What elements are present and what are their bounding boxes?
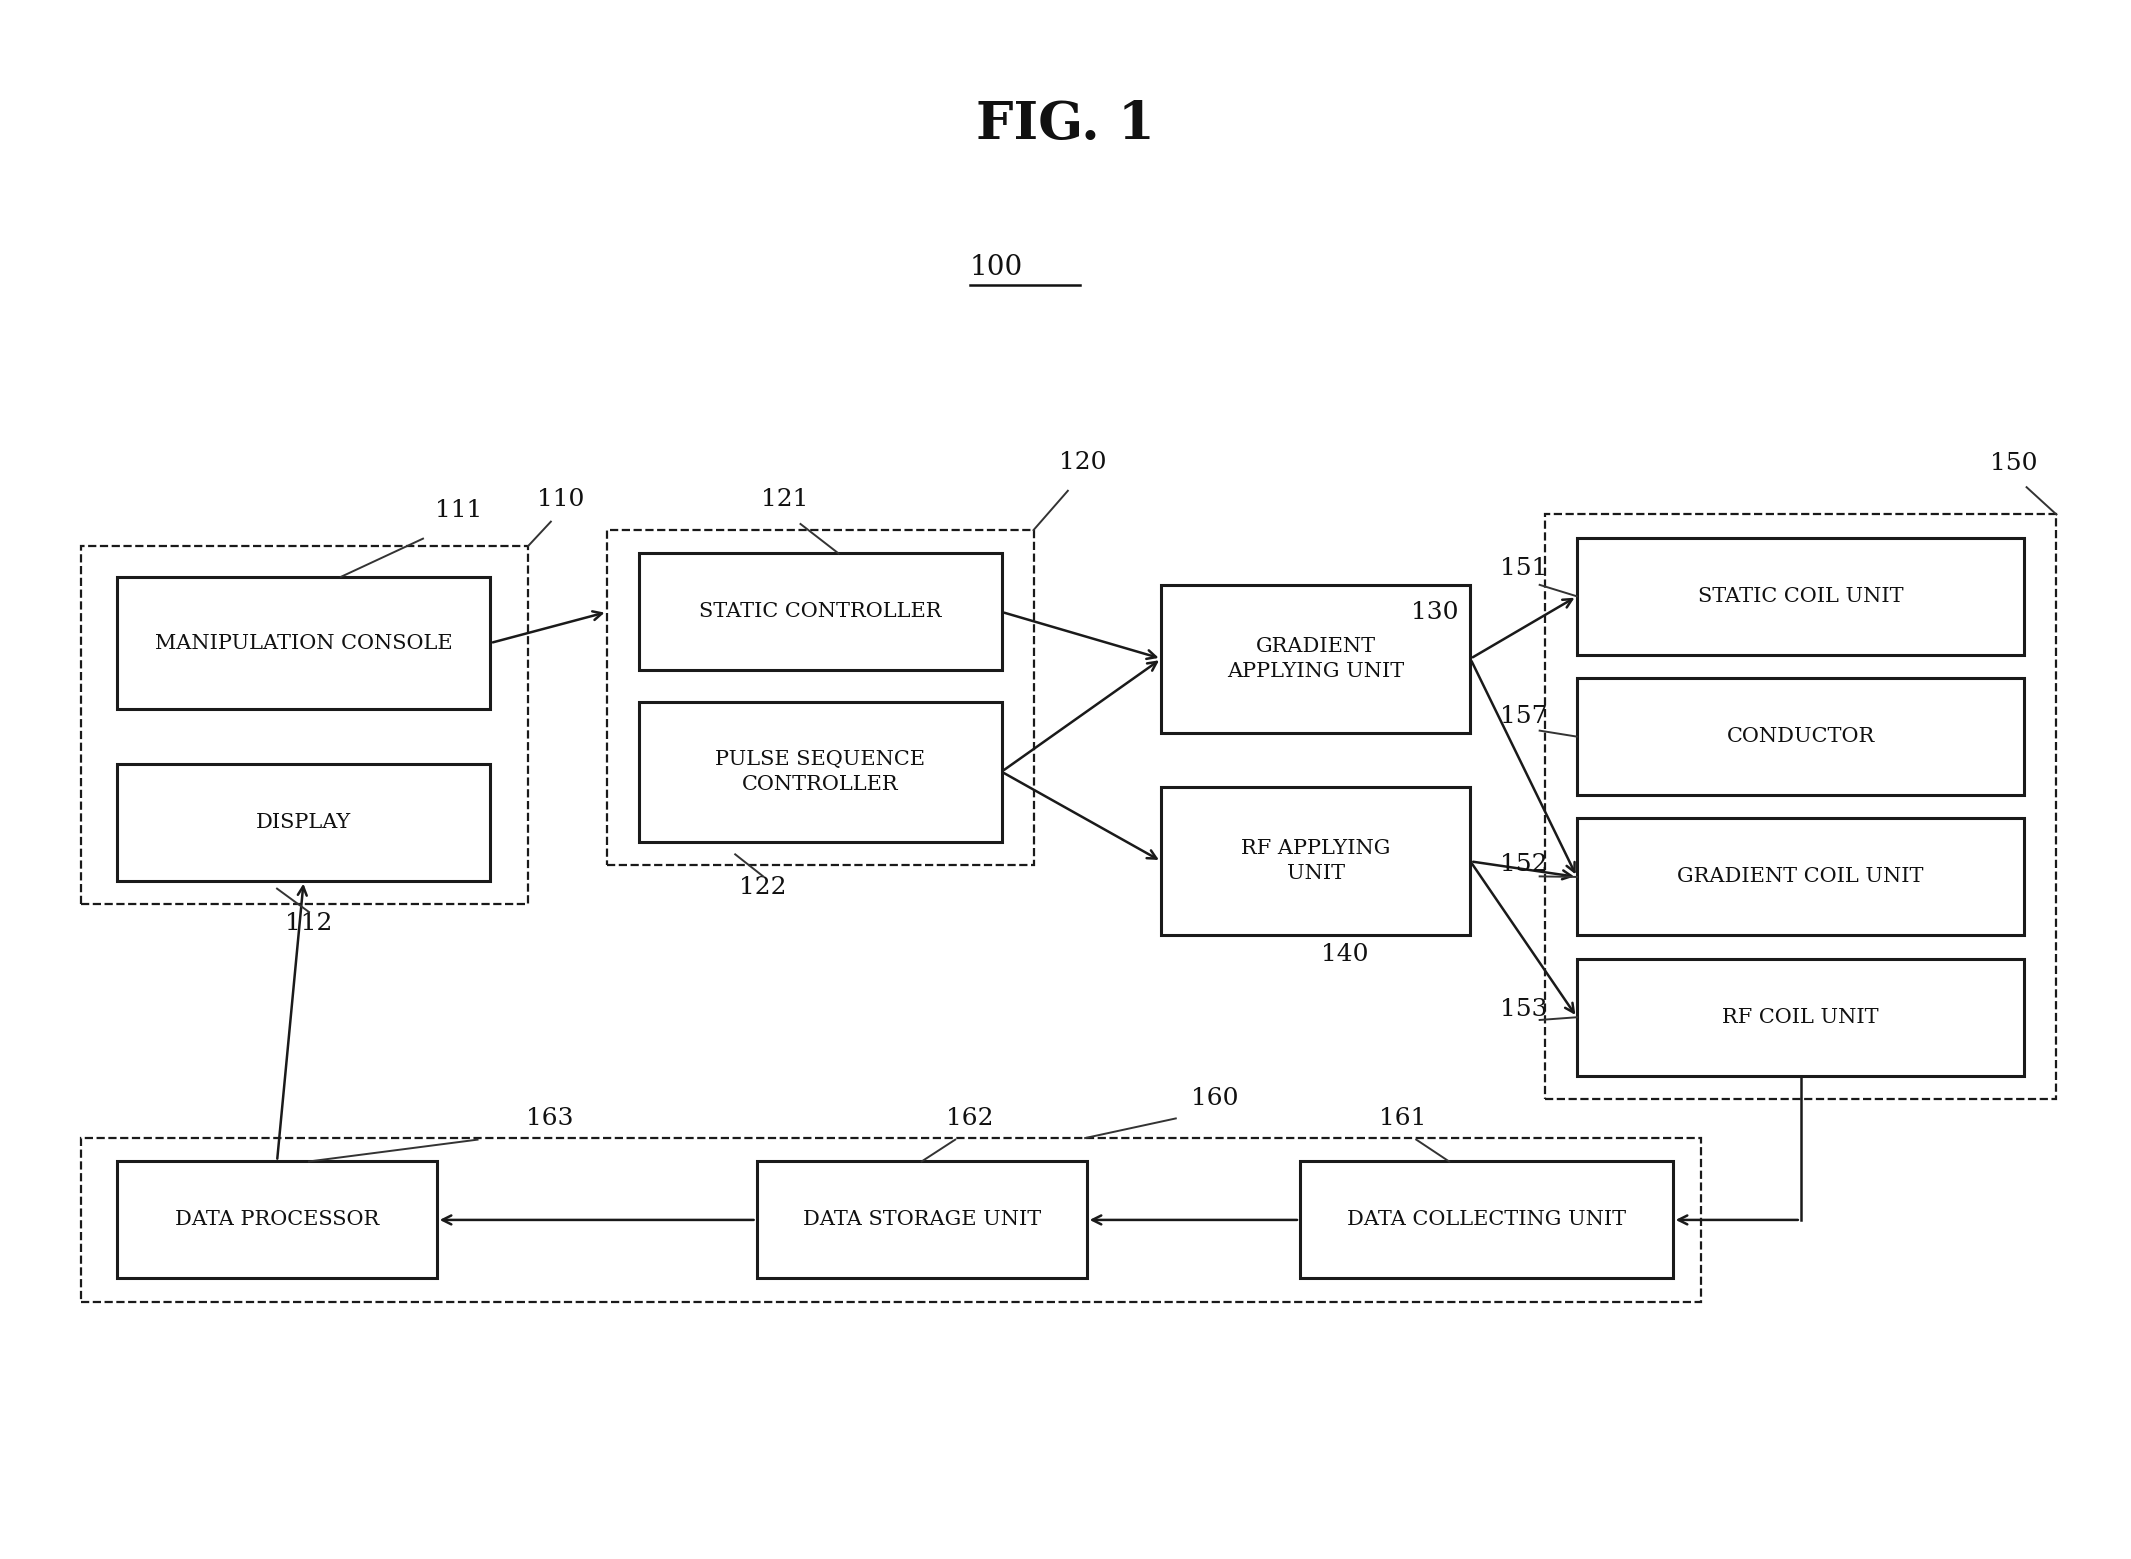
Text: 110: 110 [537, 488, 584, 511]
Bar [1577, 818, 2024, 935]
Text: 161: 161 [1379, 1107, 1426, 1130]
Bar [1577, 538, 2024, 655]
Bar [1577, 959, 2024, 1076]
Text: STATIC COIL UNIT: STATIC COIL UNIT [1698, 586, 1903, 606]
Text: DATA COLLECTING UNIT: DATA COLLECTING UNIT [1347, 1210, 1626, 1230]
Text: 163: 163 [526, 1107, 573, 1130]
Text: RF APPLYING
UNIT: RF APPLYING UNIT [1240, 839, 1392, 884]
Text: 121: 121 [761, 488, 808, 511]
Bar [81, 1138, 1701, 1302]
Bar [117, 1161, 437, 1278]
Text: 120: 120 [1059, 451, 1106, 474]
Text: 150: 150 [1990, 452, 2037, 475]
Bar [639, 702, 1002, 842]
Text: STATIC CONTROLLER: STATIC CONTROLLER [699, 602, 942, 622]
Text: 130: 130 [1411, 600, 1458, 624]
Text: 140: 140 [1321, 943, 1368, 967]
Text: 151: 151 [1500, 557, 1547, 580]
Text: MANIPULATION CONSOLE: MANIPULATION CONSOLE [156, 633, 452, 653]
Text: 157: 157 [1500, 705, 1547, 728]
Bar [1161, 787, 1470, 935]
Bar [1300, 1161, 1673, 1278]
Bar [117, 577, 490, 709]
Bar [81, 546, 528, 904]
Text: 152: 152 [1500, 853, 1547, 876]
Text: CONDUCTOR: CONDUCTOR [1726, 726, 1875, 747]
Text: DATA STORAGE UNIT: DATA STORAGE UNIT [803, 1210, 1040, 1230]
Text: FIG. 1: FIG. 1 [976, 100, 1155, 150]
Bar [1545, 514, 2056, 1099]
Text: 112: 112 [286, 912, 332, 935]
Bar [1161, 585, 1470, 733]
Text: 100: 100 [970, 254, 1023, 281]
Text: RF COIL UNIT: RF COIL UNIT [1722, 1007, 1880, 1027]
Text: 160: 160 [1191, 1087, 1238, 1110]
Bar [757, 1161, 1087, 1278]
Text: 122: 122 [739, 876, 786, 900]
Text: DATA PROCESSOR: DATA PROCESSOR [175, 1210, 379, 1230]
Bar [607, 530, 1034, 865]
Text: GRADIENT
APPLYING UNIT: GRADIENT APPLYING UNIT [1227, 636, 1404, 681]
Text: PULSE SEQUENCE
CONTROLLER: PULSE SEQUENCE CONTROLLER [716, 750, 925, 794]
Bar [1577, 678, 2024, 795]
Bar [639, 553, 1002, 670]
Text: DISPLAY: DISPLAY [256, 812, 352, 833]
Text: GRADIENT COIL UNIT: GRADIENT COIL UNIT [1677, 867, 1924, 887]
Bar [117, 764, 490, 881]
Text: 111: 111 [435, 499, 482, 522]
Text: 153: 153 [1500, 998, 1547, 1021]
Text: 162: 162 [946, 1107, 993, 1130]
